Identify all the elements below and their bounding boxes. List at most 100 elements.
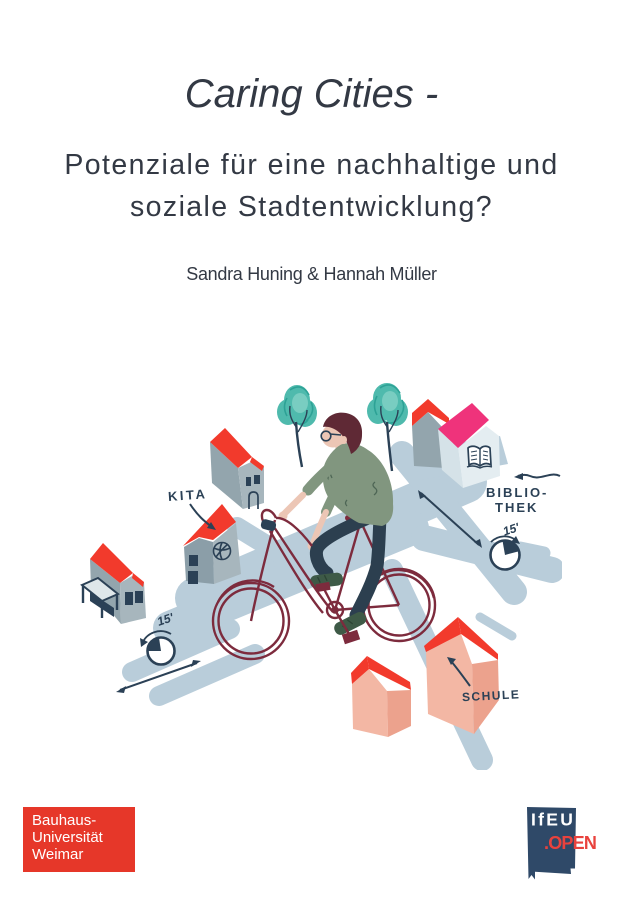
- drawn-path: [248, 491, 259, 509]
- drawn-path: [147, 637, 161, 651]
- drawn-path: [470, 450, 489, 461]
- shape-face: [424, 617, 461, 652]
- double-arrow-left: [116, 660, 201, 693]
- shape-face: [191, 660, 201, 667]
- shape-rect: [246, 477, 251, 486]
- ifeu-name: IfEU: [531, 810, 575, 830]
- shape-face: [472, 660, 499, 734]
- shape-rect: [254, 475, 260, 484]
- shape-face: [90, 543, 133, 583]
- shape-face: [80, 576, 120, 603]
- shape-rect: [189, 555, 198, 566]
- bibliothek-label-2: THEK: [495, 500, 538, 515]
- bauhaus-logo: Bauhaus- Universität Weimar: [23, 807, 135, 872]
- drawn-path: [380, 405, 389, 429]
- front-leg: [309, 511, 375, 580]
- far-forearm: [310, 509, 329, 546]
- tree-right: [367, 383, 408, 472]
- house-top-left: [210, 428, 264, 509]
- bibliothek-arrow: [517, 473, 561, 479]
- shape-face: [438, 403, 489, 448]
- pedal-rear: [341, 629, 361, 645]
- down-tube-2: [268, 530, 324, 614]
- shape-face: [367, 656, 411, 690]
- glasses: [320, 430, 332, 442]
- road: [122, 619, 240, 682]
- house-salmon: [351, 656, 411, 737]
- shape-circle: [367, 573, 431, 637]
- drawn-path: [283, 386, 314, 425]
- drawn-path: [289, 405, 298, 429]
- shape-face: [474, 539, 482, 548]
- line-segment: [119, 662, 198, 691]
- bauhaus-line-2: Universität: [32, 829, 103, 846]
- drawn-path: [294, 421, 304, 468]
- road-stub: [515, 558, 553, 577]
- drawn-path: [466, 465, 493, 469]
- house-kita: [183, 504, 241, 584]
- line-segment: [420, 492, 480, 546]
- bauhaus-line-3: Weimar: [32, 846, 84, 863]
- headlamp: [260, 519, 277, 532]
- shape-blob: [292, 393, 308, 413]
- shape-face: [140, 638, 148, 647]
- drawn-path: [502, 540, 519, 555]
- house-bottom-left: [80, 543, 146, 624]
- tree-left: [277, 385, 317, 468]
- shape-face: [438, 429, 463, 488]
- front-fender: [216, 579, 275, 603]
- shape-face: [418, 490, 426, 499]
- road: [227, 517, 330, 588]
- clock-left: 15': [140, 610, 176, 666]
- rider: [278, 412, 394, 635]
- drawn-path: [297, 409, 308, 433]
- road-stub: [513, 541, 551, 560]
- shape-face: [412, 399, 428, 426]
- kita-arrow: [189, 503, 213, 528]
- ifeu-open: .OPEN: [544, 833, 596, 853]
- minutes-label-right: 15': [501, 520, 522, 539]
- drawn-path: [215, 543, 229, 558]
- drawn-path: [329, 433, 342, 436]
- ifeu-book-shape: [527, 807, 576, 880]
- shape-face: [412, 412, 445, 468]
- road: [149, 644, 265, 706]
- shape-face: [210, 428, 252, 468]
- shape-face: [387, 690, 411, 737]
- front-shoe-lines: [316, 574, 328, 583]
- near-arm: [302, 448, 352, 496]
- pedal-front: [315, 581, 331, 593]
- shape-face: [250, 457, 264, 471]
- shape-face: [213, 523, 241, 584]
- shape-face: [351, 656, 369, 684]
- crank-rear: [333, 609, 351, 635]
- near-forearm: [280, 491, 307, 518]
- bauhaus-line-1: Bauhaus-: [32, 812, 97, 829]
- authors: Sandra Huning & Hannah Müller: [186, 264, 437, 284]
- shape-rect: [125, 592, 133, 605]
- shape-circle: [217, 587, 285, 655]
- book-icon: [466, 445, 493, 469]
- city-illustration: 15' 15' KITA BIBLIO- THEK SCHULE: [80, 383, 562, 770]
- chainring: [325, 600, 345, 620]
- double-arrow-right: [418, 490, 482, 548]
- kita-arrowhead: [207, 522, 216, 530]
- bibliothek-arrowhead: [514, 473, 523, 480]
- seat-tube: [333, 519, 363, 611]
- page-title: Caring Cities -: [184, 72, 439, 116]
- schule-label: SCHULE: [462, 687, 521, 704]
- crank-front: [321, 586, 337, 611]
- shape-face: [511, 536, 520, 544]
- drawn-path: [388, 409, 399, 433]
- shape-face: [116, 686, 126, 693]
- shape-face: [458, 617, 498, 660]
- bibliothek-label-1: BIBLIO-: [486, 485, 548, 500]
- road-stub: [475, 612, 517, 641]
- hair: [323, 412, 363, 454]
- cyclist: [211, 412, 437, 661]
- house-schule: [424, 617, 499, 734]
- torso: [322, 443, 394, 526]
- house-bibliothek: [438, 403, 500, 488]
- shape-rect: [135, 591, 143, 603]
